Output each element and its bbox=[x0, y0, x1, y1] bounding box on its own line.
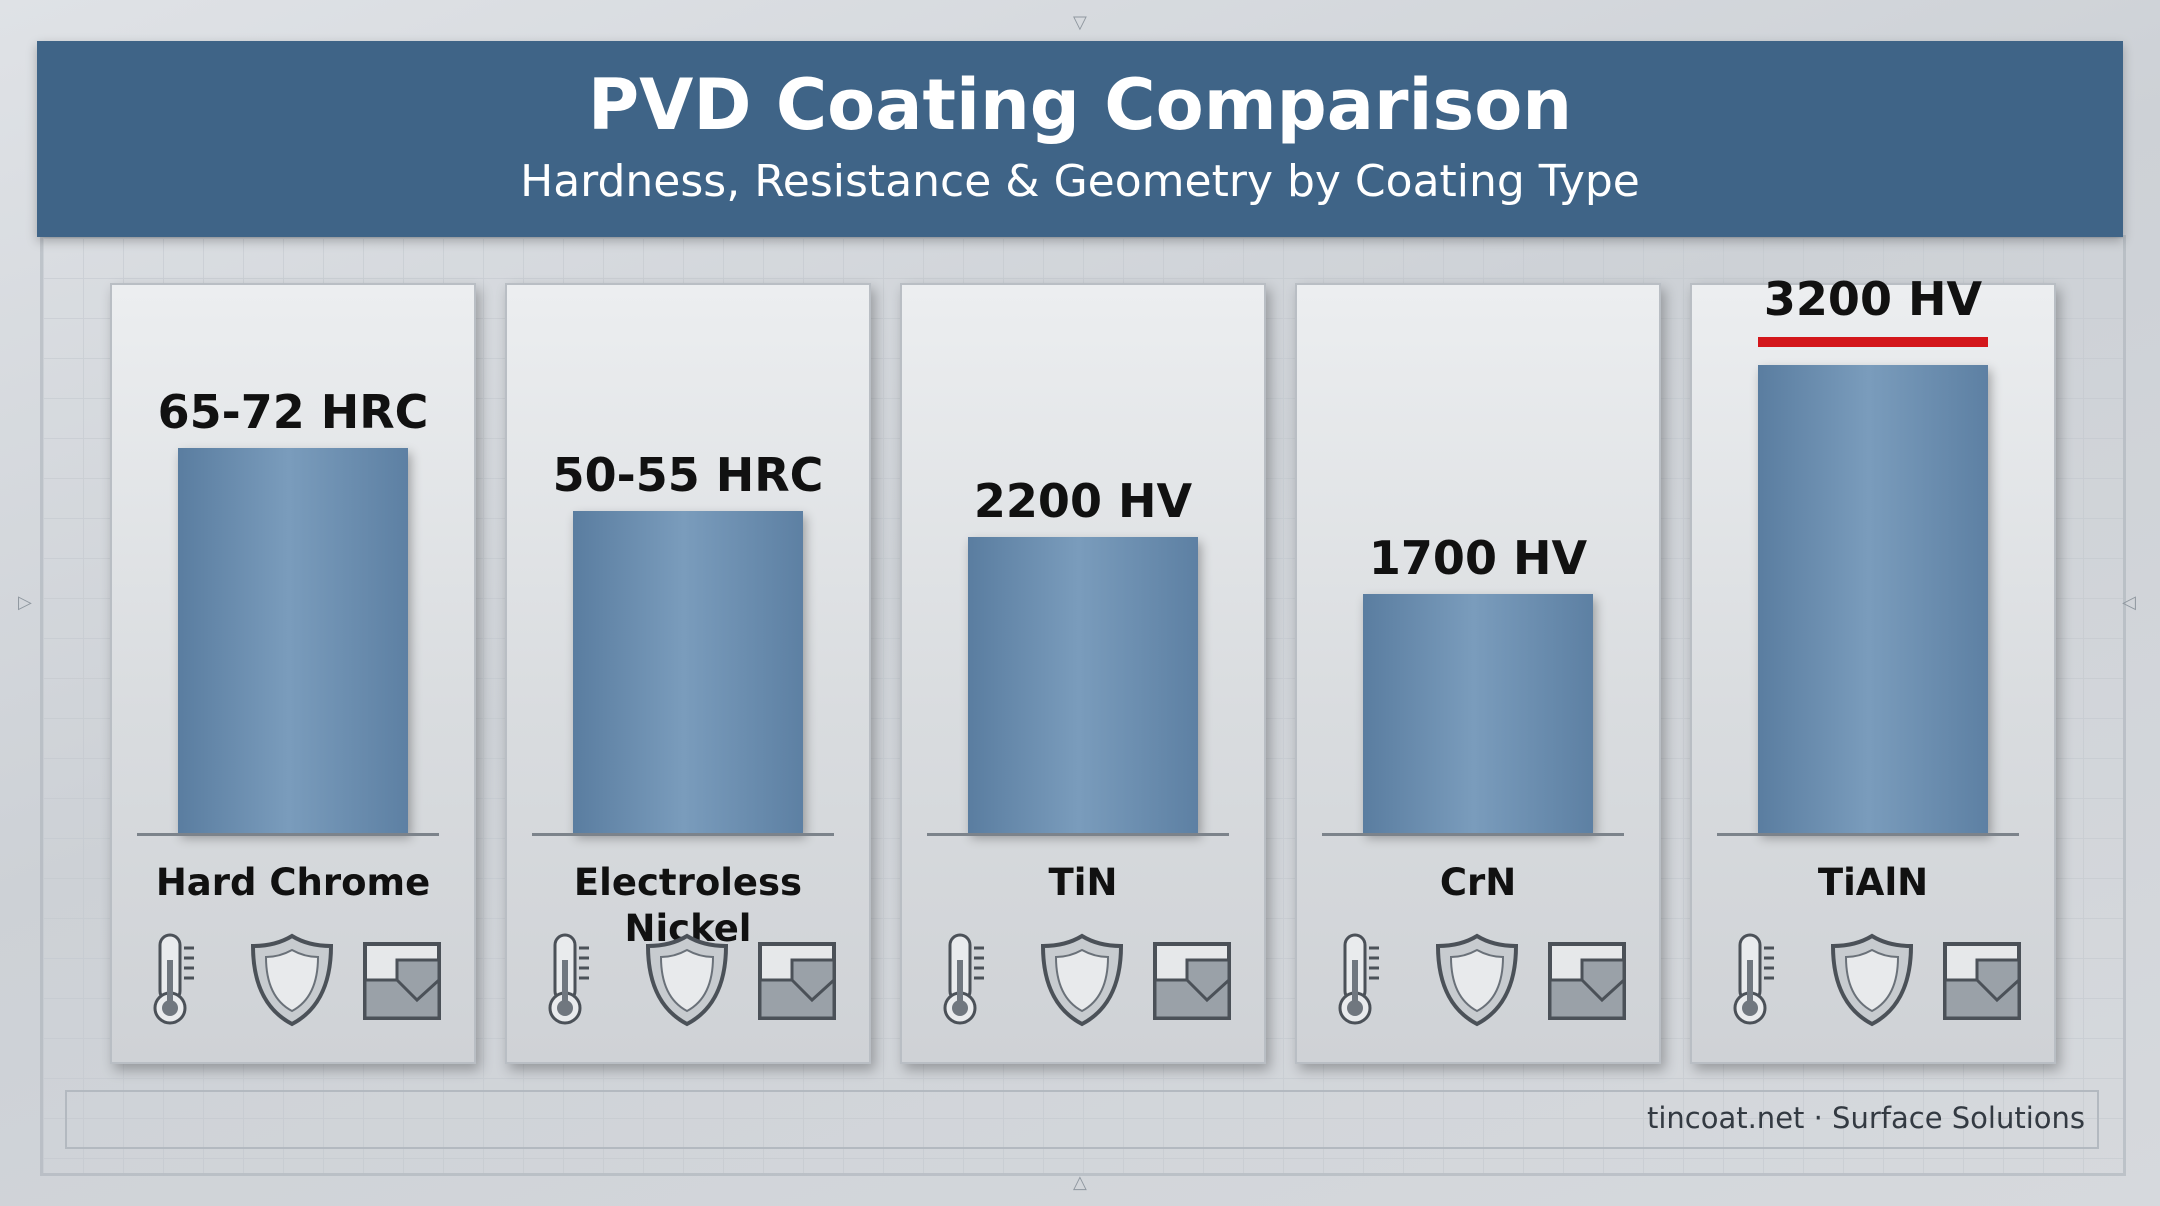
category-label: TiAlN bbox=[1817, 861, 1929, 904]
property-icons bbox=[507, 930, 869, 1030]
baseline bbox=[137, 833, 439, 836]
baseline bbox=[927, 833, 1229, 836]
bar bbox=[573, 511, 803, 833]
bar bbox=[968, 537, 1198, 833]
geometry-icon bbox=[1937, 930, 2027, 1034]
left-marker-icon: ▷ bbox=[18, 592, 32, 613]
category-label: CrN bbox=[1439, 861, 1517, 904]
coating-panel: 50-55 HRC Electroless Nickel bbox=[505, 283, 871, 1064]
top-marker-icon: ▽ bbox=[1073, 12, 1087, 33]
property-icons bbox=[1692, 930, 2054, 1030]
category-label: Electroless Nickel bbox=[573, 861, 803, 950]
coating-panel: 3200 HV TiAlN bbox=[1690, 272, 2056, 1064]
footer-frame bbox=[65, 1090, 2099, 1149]
category-label: Hard Chrome bbox=[155, 861, 431, 904]
bar-value-label: 3200 HV bbox=[1763, 272, 1983, 326]
shield-icon bbox=[1037, 930, 1127, 1034]
thermometer-icon bbox=[537, 930, 597, 1034]
baseline bbox=[1717, 833, 2019, 836]
thermometer-icon bbox=[932, 930, 992, 1034]
geometry-icon bbox=[1147, 930, 1237, 1034]
thermometer-icon bbox=[1722, 930, 1782, 1034]
bar bbox=[1758, 365, 1988, 833]
property-icons bbox=[112, 930, 474, 1030]
geometry-icon bbox=[752, 930, 842, 1034]
coating-panel: 65-72 HRC Hard Chrome bbox=[110, 283, 476, 1064]
page-title: PVD Coating Comparison bbox=[587, 64, 1573, 146]
bar bbox=[1363, 594, 1593, 833]
shield-icon bbox=[247, 930, 337, 1034]
bar-value-label: 50-55 HRC bbox=[552, 448, 824, 502]
bottom-marker-icon: △ bbox=[1073, 1172, 1087, 1193]
bar-value-label: 2200 HV bbox=[973, 474, 1193, 528]
baseline bbox=[532, 833, 834, 836]
baseline bbox=[1322, 833, 1624, 836]
coating-panel: 2200 HV TiN bbox=[900, 283, 1266, 1064]
geometry-icon bbox=[357, 930, 447, 1034]
thermometer-icon bbox=[1327, 930, 1387, 1034]
category-label: TiN bbox=[1048, 861, 1118, 904]
footer-credit: tincoat.net · Surface Solutions bbox=[1646, 1101, 2085, 1135]
bar-value-label: 65-72 HRC bbox=[157, 385, 429, 439]
property-icons bbox=[902, 930, 1264, 1030]
page-subtitle: Hardness, Resistance & Geometry by Coati… bbox=[520, 156, 1640, 207]
thermometer-icon bbox=[142, 930, 202, 1034]
bar bbox=[178, 448, 408, 833]
property-icons bbox=[1297, 930, 1659, 1030]
right-marker-icon: ◁ bbox=[2122, 592, 2136, 613]
header-banner bbox=[37, 41, 2123, 237]
shield-icon bbox=[1827, 930, 1917, 1034]
geometry-icon bbox=[1542, 930, 1632, 1034]
bar-value-label: 1700 HV bbox=[1368, 531, 1588, 585]
highlight-marker bbox=[1758, 337, 1988, 347]
shield-icon bbox=[642, 930, 732, 1034]
shield-icon bbox=[1432, 930, 1522, 1034]
coating-panel: 1700 HV CrN bbox=[1295, 283, 1661, 1064]
